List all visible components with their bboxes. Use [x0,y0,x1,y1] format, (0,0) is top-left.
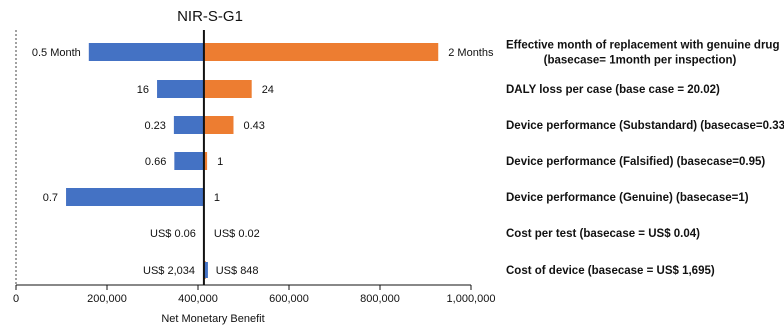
parameter-label-1-0: DALY loss per case (base case = 20.02) [506,84,720,96]
parameter-label-5-0: Cost per test (basecase = US$ 0.04) [506,228,700,240]
parameter-label-0-1: (basecase= 1month per inspection) [544,55,737,67]
bar-high-2 [203,116,234,134]
bar-high-3 [203,152,208,170]
bar-low-label-4: 0.7 [43,192,58,204]
bars-layer [66,43,439,279]
bar-low-label-5: US$ 0.06 [150,228,196,240]
x-tick-label-1: 200,000 [87,293,127,305]
bar-low-label-0: 0.5 Month [32,47,81,59]
parameter-label-0-0: Effective month of replacement with genu… [506,40,779,52]
bar-sliver-6 [203,262,208,278]
parameter-label-4-0: Device performance (Genuine) (basecase=1… [506,192,749,204]
bar-low-label-2: 0.23 [144,120,165,132]
bar-low-label-6: US$ 2,034 [143,265,195,277]
bar-low-label-1: 16 [137,84,149,96]
bar-high-label-0: 2 Months [448,47,494,59]
x-tick-label-4: 800,000 [360,293,400,305]
bar-low-label-3: 0.66 [145,156,166,168]
bar-low-1 [157,80,204,98]
parameter-label-6-0: Cost of device (basecase = US$ 1,695) [506,265,715,277]
chart-title: NIR-S-G1 [177,8,243,25]
x-tick-label-5: 1,000,000 [447,293,496,305]
parameter-label-2-0: Device performance (Substandard) (baseca… [506,120,784,132]
bar-low-2 [173,116,204,134]
bar-high-0 [203,43,439,61]
bar-high-label-3: 1 [217,156,223,168]
x-axis-title: Net Monetary Benefit [161,313,264,325]
x-tick-label-0: 0 [13,293,19,305]
bar-low-3 [174,152,204,170]
labels-layer: 0.5 Month 2 Months Effective month of repl… [32,40,784,278]
bar-high-label-5: US$ 0.02 [214,228,260,240]
x-axis: 0 200,000 400,000 600,000 800,000 1,000,000 [13,30,496,305]
bar-low-4 [66,188,204,206]
bar-low-0 [88,43,204,61]
x-tick-label-2: 400,000 [178,293,218,305]
bar-high-label-1: 24 [262,84,274,96]
x-tick-label-3: 600,000 [269,293,309,305]
bar-high-label-2: 0.43 [243,120,264,132]
bar-high-label-6: US$ 848 [216,265,259,277]
parameter-label-3-0: Device performance (Falsified) (basecase… [506,156,765,168]
bar-high-1 [203,80,252,98]
bar-high-label-4: 1 [214,192,220,204]
